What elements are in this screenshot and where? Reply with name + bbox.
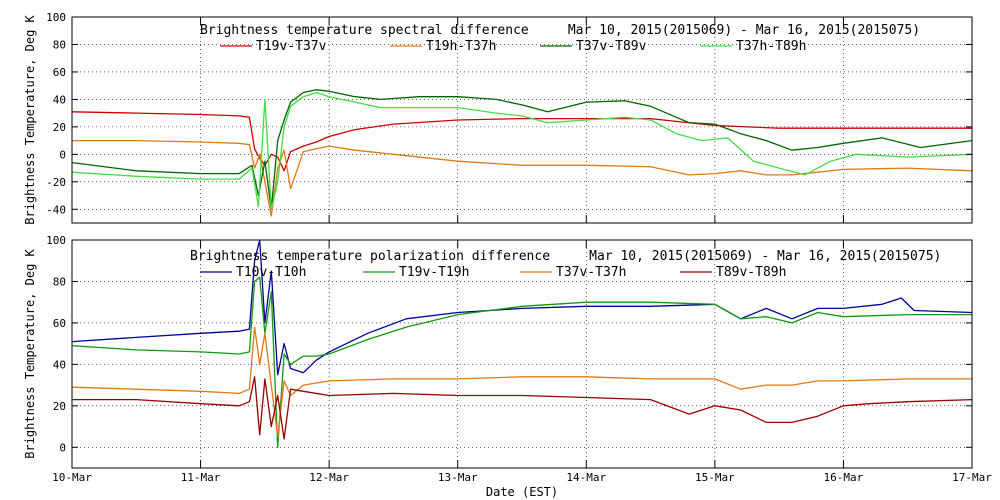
series-line-t37v-t37h: [72, 326, 972, 438]
y-tick-label: -20: [46, 176, 66, 189]
panel-spectral: -40 -20 0 20 40 60 80 100 Brightness temperatur…: [23, 11, 973, 225]
x-tick-label: 12-Mar: [309, 471, 349, 484]
legend-label: T89v-T89h: [716, 265, 786, 280]
legend-label: T19v-T19h: [399, 265, 469, 280]
x-tick-label: 16-Mar: [824, 471, 864, 484]
y-tick-label: 40: [53, 358, 66, 371]
x-axis-label: Date (EST): [486, 485, 558, 499]
legend-label: T37v-T37h: [556, 265, 626, 280]
series-line-t37v-t89v: [72, 89, 972, 210]
chart-title: Brightness temperature polarization diff…: [190, 249, 941, 264]
plot-frame: [71, 16, 973, 224]
x-tick-label: 10-Mar: [52, 471, 92, 484]
x-tick-labels: 10-Mar 11-Mar 12-Mar 13-Mar 14-Mar 15-Mar 16-M…: [52, 471, 992, 484]
chart-title: Brightness temperature spectral differen…: [200, 23, 920, 38]
x-ticks: [71, 240, 973, 468]
series-line-t19v-t37v: [72, 111, 972, 172]
series-line-t19v-t19h: [72, 276, 972, 448]
y-axis-label: Brightness Temperature, Deg K: [23, 14, 37, 224]
legend-label: T19h-T37h: [426, 39, 496, 54]
y-ticks: 0 20 40 60 80 100: [46, 234, 972, 454]
series-line-t89v-t89h: [72, 376, 972, 440]
y-tick-label: 40: [53, 93, 66, 106]
x-tick-label: 11-Mar: [181, 471, 221, 484]
y-tick-label: 100: [46, 11, 66, 24]
series-lines: [72, 89, 972, 217]
y-ticks: -40 -20 0 20 40 60 80 100: [46, 11, 972, 216]
x-ticks: [71, 17, 973, 223]
y-tick-label: 80: [53, 275, 66, 288]
legend-label: T10v-T10h: [236, 265, 306, 280]
y-tick-label: 0: [59, 148, 66, 161]
y-tick-label: 20: [53, 121, 66, 134]
y-tick-label: 80: [53, 38, 66, 51]
panel-polarization: 0 20 40 60 80 100 Brightness temperature pola…: [23, 234, 973, 469]
x-tick-label: 17-Mar: [952, 471, 992, 484]
y-tick-label: 20: [53, 400, 66, 413]
series-line-t10v-t10h: [72, 240, 972, 376]
y-tick-label: 0: [59, 441, 66, 454]
legend: T19v-T37v T19h-T37h T37v-T89v T37h-T89h: [220, 39, 806, 54]
legend-label: T19v-T37v: [256, 39, 327, 54]
y-axis-label: Brightness Temperature, Deg K: [23, 248, 37, 458]
legend-label: T37h-T89h: [736, 39, 806, 54]
legend-label: T37v-T89v: [576, 39, 647, 54]
y-tick-label: 60: [53, 317, 66, 330]
x-tick-label: 14-Mar: [566, 471, 606, 484]
plot-frame: [71, 239, 973, 469]
x-tick-label: 13-Mar: [438, 471, 478, 484]
series-line-t19h-t37h: [72, 139, 972, 217]
x-tick-label: 15-Mar: [695, 471, 735, 484]
legend: T10v-T10h T19v-T19h T37v-T37h T89v-T89h: [200, 265, 786, 280]
y-tick-label: -40: [46, 203, 66, 216]
y-tick-label: 60: [53, 66, 66, 79]
y-tick-label: 100: [46, 234, 66, 247]
series-line-t37h-t89h: [72, 91, 972, 210]
series-lines: [72, 240, 972, 448]
